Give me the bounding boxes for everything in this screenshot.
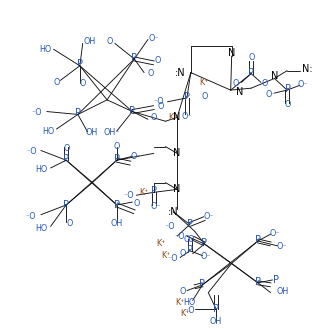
- Text: OH: OH: [111, 219, 123, 228]
- Text: K⁺: K⁺: [156, 240, 165, 248]
- Text: HO: HO: [184, 298, 196, 307]
- Text: ⁻O: ⁻O: [154, 97, 164, 106]
- Text: O: O: [188, 235, 194, 243]
- Text: K⁺: K⁺: [139, 188, 149, 197]
- Text: P: P: [129, 106, 135, 115]
- Text: ⁻O: ⁻O: [175, 232, 185, 240]
- Text: HO: HO: [35, 224, 47, 233]
- Text: HO: HO: [42, 126, 55, 136]
- Text: O: O: [249, 54, 255, 63]
- Text: O⁻: O⁻: [277, 242, 288, 251]
- Text: O: O: [201, 92, 207, 101]
- Text: ⁻O: ⁻O: [26, 212, 37, 221]
- Text: P: P: [213, 304, 219, 314]
- Text: O: O: [114, 142, 120, 151]
- Text: O⁻: O⁻: [150, 202, 161, 212]
- Text: O: O: [133, 198, 139, 208]
- Text: HO: HO: [40, 45, 52, 54]
- Text: P: P: [285, 84, 291, 94]
- Text: O: O: [148, 69, 154, 78]
- Text: O: O: [180, 287, 186, 296]
- Text: K⁺: K⁺: [180, 310, 190, 318]
- Text: OH⁻: OH⁻: [104, 128, 120, 138]
- Text: K⁺: K⁺: [175, 298, 185, 307]
- Text: P: P: [151, 186, 157, 196]
- Text: K⁺: K⁺: [168, 113, 178, 122]
- Text: P: P: [255, 277, 261, 287]
- Text: N: N: [173, 113, 181, 122]
- Text: ⁻O: ⁻O: [27, 147, 37, 156]
- Text: O: O: [67, 219, 73, 228]
- Text: O: O: [107, 37, 113, 46]
- Text: ⁻O: ⁻O: [123, 191, 134, 200]
- Text: O⁻: O⁻: [200, 252, 211, 261]
- Text: O: O: [158, 102, 164, 111]
- Text: P: P: [187, 219, 193, 229]
- Text: N: N: [228, 48, 235, 58]
- Text: N: N: [173, 148, 181, 158]
- Text: P: P: [199, 279, 206, 289]
- Text: O: O: [63, 144, 69, 153]
- Text: O: O: [180, 249, 186, 258]
- Text: P: P: [255, 235, 261, 245]
- Text: O: O: [53, 78, 60, 87]
- Text: O⁻: O⁻: [204, 212, 215, 221]
- Text: P: P: [77, 59, 83, 69]
- Text: O⁻: O⁻: [232, 79, 243, 88]
- Text: N: N: [236, 87, 243, 97]
- Text: OH: OH: [210, 317, 222, 326]
- Text: O: O: [151, 113, 157, 122]
- Text: P: P: [248, 67, 254, 78]
- Text: O: O: [154, 56, 161, 65]
- Text: OH: OH: [276, 287, 288, 296]
- Text: K⁺: K⁺: [200, 78, 209, 87]
- Text: P: P: [187, 245, 193, 255]
- Text: P: P: [114, 200, 120, 210]
- Text: P: P: [63, 154, 69, 164]
- Text: P: P: [75, 109, 81, 118]
- Text: P: P: [273, 275, 280, 285]
- Text: P: P: [131, 53, 137, 63]
- Text: ⁻O: ⁻O: [168, 254, 178, 263]
- Text: P: P: [184, 92, 190, 102]
- Text: ⁻O: ⁻O: [32, 108, 42, 117]
- Text: O⁻: O⁻: [182, 112, 192, 121]
- Text: N: N: [173, 184, 181, 194]
- Text: O: O: [184, 235, 190, 243]
- Text: ⁻O: ⁻O: [184, 306, 195, 315]
- Text: :N: :N: [168, 207, 178, 217]
- Text: O⁻: O⁻: [149, 34, 159, 43]
- Text: HO: HO: [35, 165, 47, 174]
- Text: OH: OH: [85, 128, 98, 138]
- Text: K⁺: K⁺: [161, 251, 170, 260]
- Text: P: P: [63, 200, 69, 210]
- Text: O⁻: O⁻: [265, 89, 276, 98]
- Text: O⁻: O⁻: [269, 229, 280, 238]
- Text: :N: :N: [175, 67, 186, 78]
- Text: P: P: [114, 154, 120, 164]
- Text: O⁻: O⁻: [131, 152, 142, 161]
- Text: O: O: [261, 79, 268, 88]
- Text: O: O: [285, 100, 291, 109]
- Text: N: N: [271, 71, 278, 82]
- Text: N:: N:: [302, 64, 312, 74]
- Text: O: O: [80, 79, 86, 88]
- Text: P: P: [202, 238, 207, 248]
- Text: OH: OH: [83, 37, 96, 46]
- Text: O⁻: O⁻: [297, 80, 308, 89]
- Text: ⁻O: ⁻O: [164, 222, 175, 231]
